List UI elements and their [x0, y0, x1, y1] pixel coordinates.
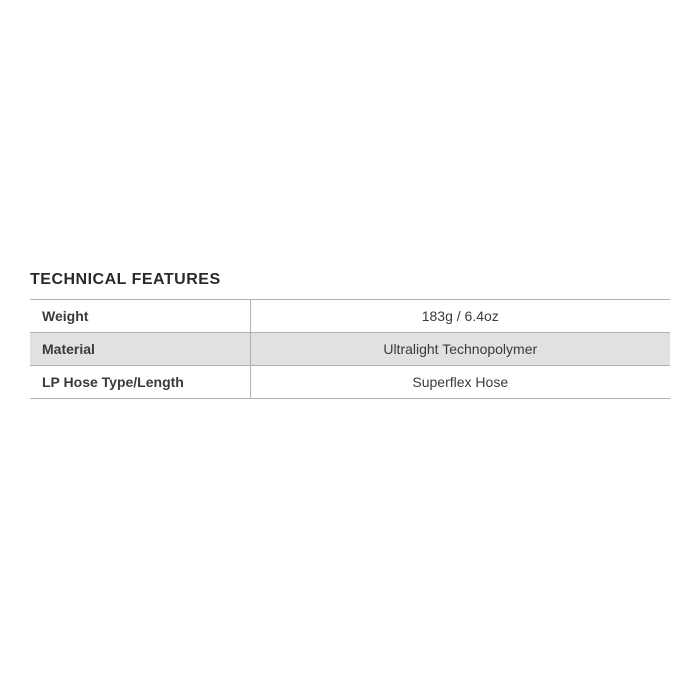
table-row: LP Hose Type/Length Superflex Hose	[30, 366, 670, 399]
spec-value: Superflex Hose	[250, 366, 670, 399]
specs-table: Weight 183g / 6.4oz Material Ultralight …	[30, 299, 670, 399]
spec-value: 183g / 6.4oz	[250, 300, 670, 333]
technical-features-block: TECHNICAL FEATURES Weight 183g / 6.4oz M…	[30, 271, 670, 399]
spec-label: Weight	[30, 300, 250, 333]
spec-label: LP Hose Type/Length	[30, 366, 250, 399]
section-title: TECHNICAL FEATURES	[30, 271, 670, 289]
table-row: Weight 183g / 6.4oz	[30, 300, 670, 333]
table-row: Material Ultralight Technopolymer	[30, 333, 670, 366]
spec-label: Material	[30, 333, 250, 366]
spec-value: Ultralight Technopolymer	[250, 333, 670, 366]
